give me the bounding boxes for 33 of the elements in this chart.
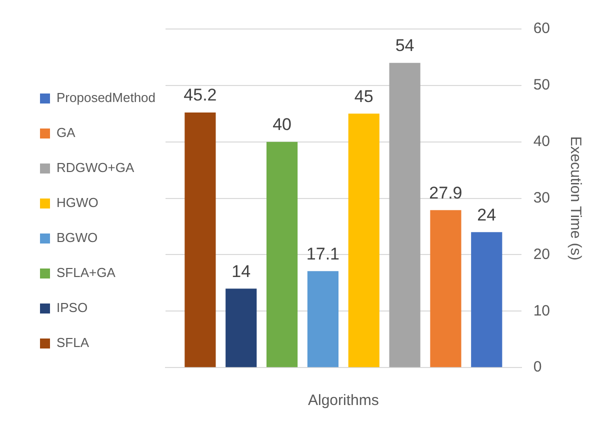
- bar: [389, 62, 420, 368]
- legend-label: ProposedMethod: [56, 90, 156, 106]
- bar: [430, 210, 462, 368]
- data-label: 27.9: [429, 183, 462, 202]
- data-label: 45: [354, 86, 374, 106]
- data-label: 40: [272, 115, 292, 134]
- y-tick-label: 40: [533, 133, 550, 150]
- bar: [348, 114, 380, 368]
- data-label: 54: [395, 36, 414, 56]
- data-label: 45.2: [184, 86, 217, 105]
- y-tick-label: 50: [533, 76, 550, 94]
- x-axis-title: Algorithms: [308, 392, 379, 410]
- legend-label: GA: [56, 125, 76, 140]
- data-label: 14: [232, 262, 251, 281]
- bar: [471, 232, 502, 368]
- legend-label: RDGWO+GA: [56, 160, 134, 176]
- bar: [307, 271, 339, 368]
- y-tick-label: 0: [533, 358, 542, 376]
- y-tick-label: 10: [533, 302, 550, 320]
- legend-label: BGWO: [56, 230, 98, 246]
- data-label: 17.1: [306, 244, 340, 264]
- legend-label: IPSO: [56, 300, 88, 316]
- y-axis-title: Execution Time (s): [566, 136, 584, 260]
- bar: [184, 112, 216, 368]
- y-tick-label: 20: [533, 246, 550, 263]
- y-tick-label: 60: [533, 20, 550, 38]
- bar: [226, 288, 257, 368]
- data-label: 24: [477, 205, 496, 224]
- y-tick-label: 30: [533, 189, 550, 206]
- legend-label: SFLA+GA: [56, 265, 116, 280]
- bar: [266, 142, 298, 368]
- legend-label: SFLA: [56, 335, 90, 350]
- legend-label: HGWO: [56, 195, 98, 210]
